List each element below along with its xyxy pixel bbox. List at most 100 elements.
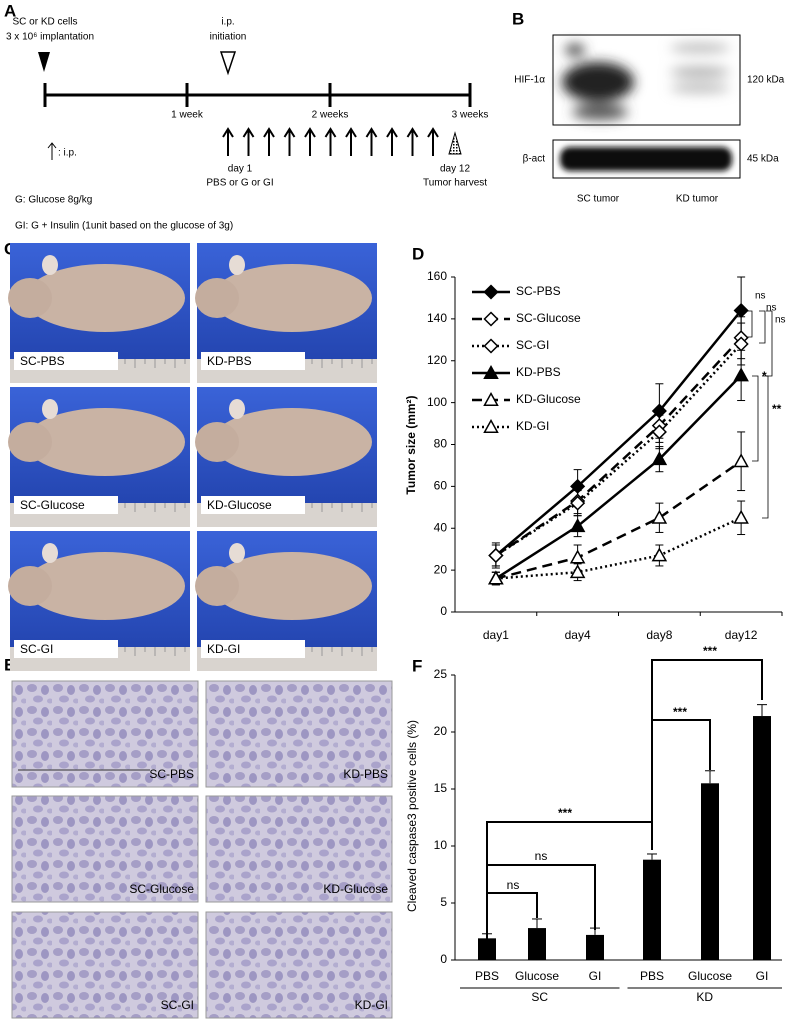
ip-arrow	[324, 127, 337, 138]
lane-label: KD tumor	[676, 194, 719, 205]
photo-label-box	[201, 496, 305, 514]
sig-bracket	[746, 310, 753, 338]
ip-arrow	[406, 127, 419, 138]
mouse-ear	[229, 399, 245, 419]
mouse-head	[8, 278, 52, 318]
timeline-label: initiation	[210, 32, 247, 43]
sig-bracket	[766, 310, 773, 377]
y-axis-label: Tumor size (mm²)	[404, 395, 418, 494]
sig-bracket	[651, 719, 711, 850]
photo-label: KD-GI	[207, 642, 240, 656]
panel-label: F	[412, 656, 422, 675]
mouse-body	[25, 552, 185, 620]
triangle-marker	[733, 509, 749, 524]
bar	[586, 934, 604, 960]
legend-label: SC-GI	[516, 338, 549, 352]
diamond-marker	[570, 495, 586, 511]
mouse-ear	[42, 399, 58, 419]
micrograph	[205, 680, 393, 788]
sig-bracket	[486, 892, 538, 945]
micrograph-grid: SC-PBS KD-PBS SC-Glucose KD-Glucose SC-GI KD-…	[11, 680, 393, 1019]
diamond-marker	[651, 424, 667, 440]
micrograph	[205, 911, 393, 1019]
sig-bracket	[752, 375, 759, 462]
micrograph-label: KD-Glucose	[323, 882, 388, 896]
panel-label: B	[512, 9, 524, 28]
y-tick-label: 5	[440, 895, 447, 909]
timeline-label: SC or KD cells	[12, 17, 77, 28]
band-label: HIF-1α	[514, 75, 545, 86]
timeline-label: i.p.	[221, 17, 234, 28]
triangle-marker	[569, 518, 586, 533]
series-line	[495, 460, 742, 580]
micrograph-label: KD-GI	[355, 998, 388, 1012]
group-label: KD	[696, 990, 713, 1004]
y-tick-label: 60	[434, 479, 448, 493]
triangle-marker	[651, 547, 668, 562]
y-tick-label: 120	[427, 353, 447, 367]
diamond-marker	[651, 403, 667, 419]
micrograph-label: SC-Glucose	[129, 882, 194, 896]
panel-label: D	[412, 244, 424, 263]
mouse-body	[212, 408, 372, 476]
triangle-marker	[733, 367, 749, 382]
bar	[478, 938, 496, 960]
diamond-marker	[570, 478, 586, 494]
ip-arrow	[283, 127, 296, 138]
y-axis-label: Cleaved caspase3 positive cells (%)	[405, 720, 419, 912]
legend-label: KD-GI	[516, 419, 549, 433]
timeline-legend: G: Glucose 8g/kg	[15, 195, 92, 206]
series-line	[495, 343, 743, 557]
diamond-marker	[733, 336, 749, 352]
photo-label: KD-PBS	[207, 354, 252, 368]
bar	[701, 783, 719, 960]
mouse-head	[195, 566, 239, 606]
photo-label-box	[14, 352, 118, 370]
y-tick-label: 0	[440, 604, 447, 618]
lane-label: SC tumor	[577, 194, 620, 205]
legend-label: KD-Glucose	[516, 392, 581, 406]
triangle-marker	[651, 509, 668, 524]
mouse-body	[25, 408, 185, 476]
series-line	[495, 309, 743, 557]
y-tick-label: 15	[434, 781, 448, 795]
legend-marker	[483, 391, 499, 406]
sig-label: ns	[535, 849, 548, 863]
timeline-label: 3 weeks	[452, 110, 489, 121]
legend-label: KD-PBS	[516, 365, 561, 379]
x-tick-label: day8	[646, 628, 672, 642]
mouse-head	[195, 278, 239, 318]
series-line	[495, 336, 743, 557]
micrograph	[11, 911, 199, 1019]
triangle-marker	[488, 570, 504, 585]
micrograph	[11, 680, 199, 788]
implant-marker	[38, 52, 50, 72]
timeline-legend: : i.p.	[58, 148, 77, 159]
timeline-label: 3 x 10⁶ implantation	[6, 32, 94, 43]
mouse-body	[25, 264, 185, 332]
mouse-ear	[42, 543, 58, 563]
x-tick-label: PBS	[640, 969, 664, 983]
timeline-label: 2 weeks	[312, 110, 349, 121]
x-tick-label: Glucose	[688, 969, 732, 983]
legend-marker	[483, 418, 499, 433]
ip-arrow	[242, 127, 255, 138]
initiation-marker	[219, 51, 237, 76]
band-size: 120 kDa	[747, 75, 785, 86]
micrograph-label: KD-PBS	[343, 767, 388, 781]
blot-bands	[560, 147, 732, 171]
triangle-marker	[651, 451, 668, 466]
blot-bands	[562, 43, 730, 120]
sig-label: ns	[755, 291, 766, 302]
y-tick-label: 140	[427, 311, 447, 325]
panel-label: A	[4, 1, 16, 20]
bar	[528, 928, 546, 960]
mouse-body	[212, 264, 372, 332]
y-tick-label: 160	[427, 269, 447, 283]
sig-bracket	[759, 310, 766, 344]
bar	[643, 859, 661, 960]
mouse-head	[195, 422, 239, 462]
timeline-label: 1 week	[171, 110, 204, 121]
ip-arrow	[263, 127, 275, 138]
